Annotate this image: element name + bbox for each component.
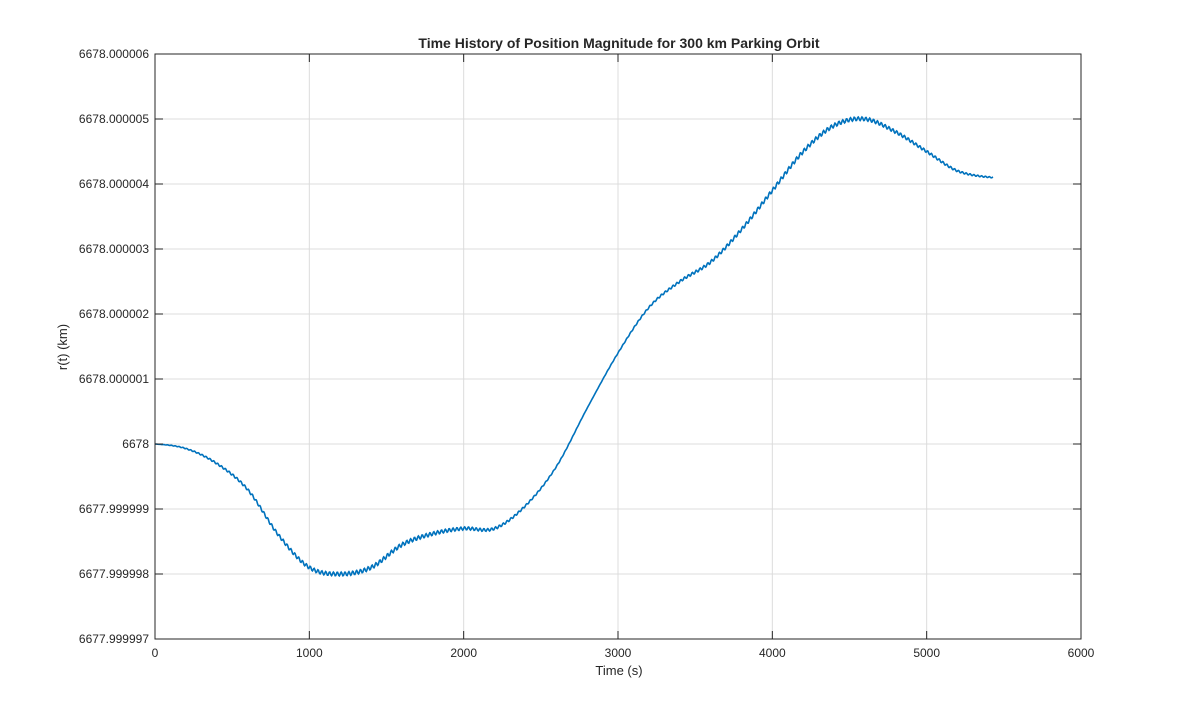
chart-title: Time History of Position Magnitude for 3… [418, 35, 819, 51]
y-tick-label: 6678.000005 [79, 112, 149, 126]
x-tick-label: 4000 [759, 646, 786, 660]
series-line [154, 115, 994, 578]
y-tick-label: 6677.999997 [79, 632, 149, 646]
plot-area [154, 115, 994, 578]
x-tick-label: 3000 [605, 646, 632, 660]
grid [155, 54, 1081, 639]
y-tick-label: 6678.000004 [79, 177, 149, 191]
x-tick-label: 2000 [450, 646, 477, 660]
x-tick-label: 5000 [913, 646, 940, 660]
y-tick-label: 6677.999999 [79, 502, 149, 516]
y-tick-label: 6678 [122, 437, 149, 451]
axes [154, 53, 1082, 640]
y-tick-label: 6678.000003 [79, 242, 149, 256]
x-axis-label: Time (s) [595, 663, 642, 678]
x-tick-label: 1000 [296, 646, 323, 660]
x-tick-label: 0 [152, 646, 159, 660]
axes-box [154, 53, 1082, 640]
y-tick-label: 6677.999998 [79, 567, 149, 581]
y-axis-label: r(t) (km) [55, 324, 70, 370]
y-tick-label: 6678.000006 [79, 47, 149, 61]
x-tick-label: 6000 [1068, 646, 1095, 660]
y-tick-label: 6678.000001 [79, 372, 149, 386]
y-tick-label: 6678.000002 [79, 307, 149, 321]
tick-labels: 0 1000 2000 3000 4000 5000 6000 6677.999997 6677… [79, 47, 1095, 660]
